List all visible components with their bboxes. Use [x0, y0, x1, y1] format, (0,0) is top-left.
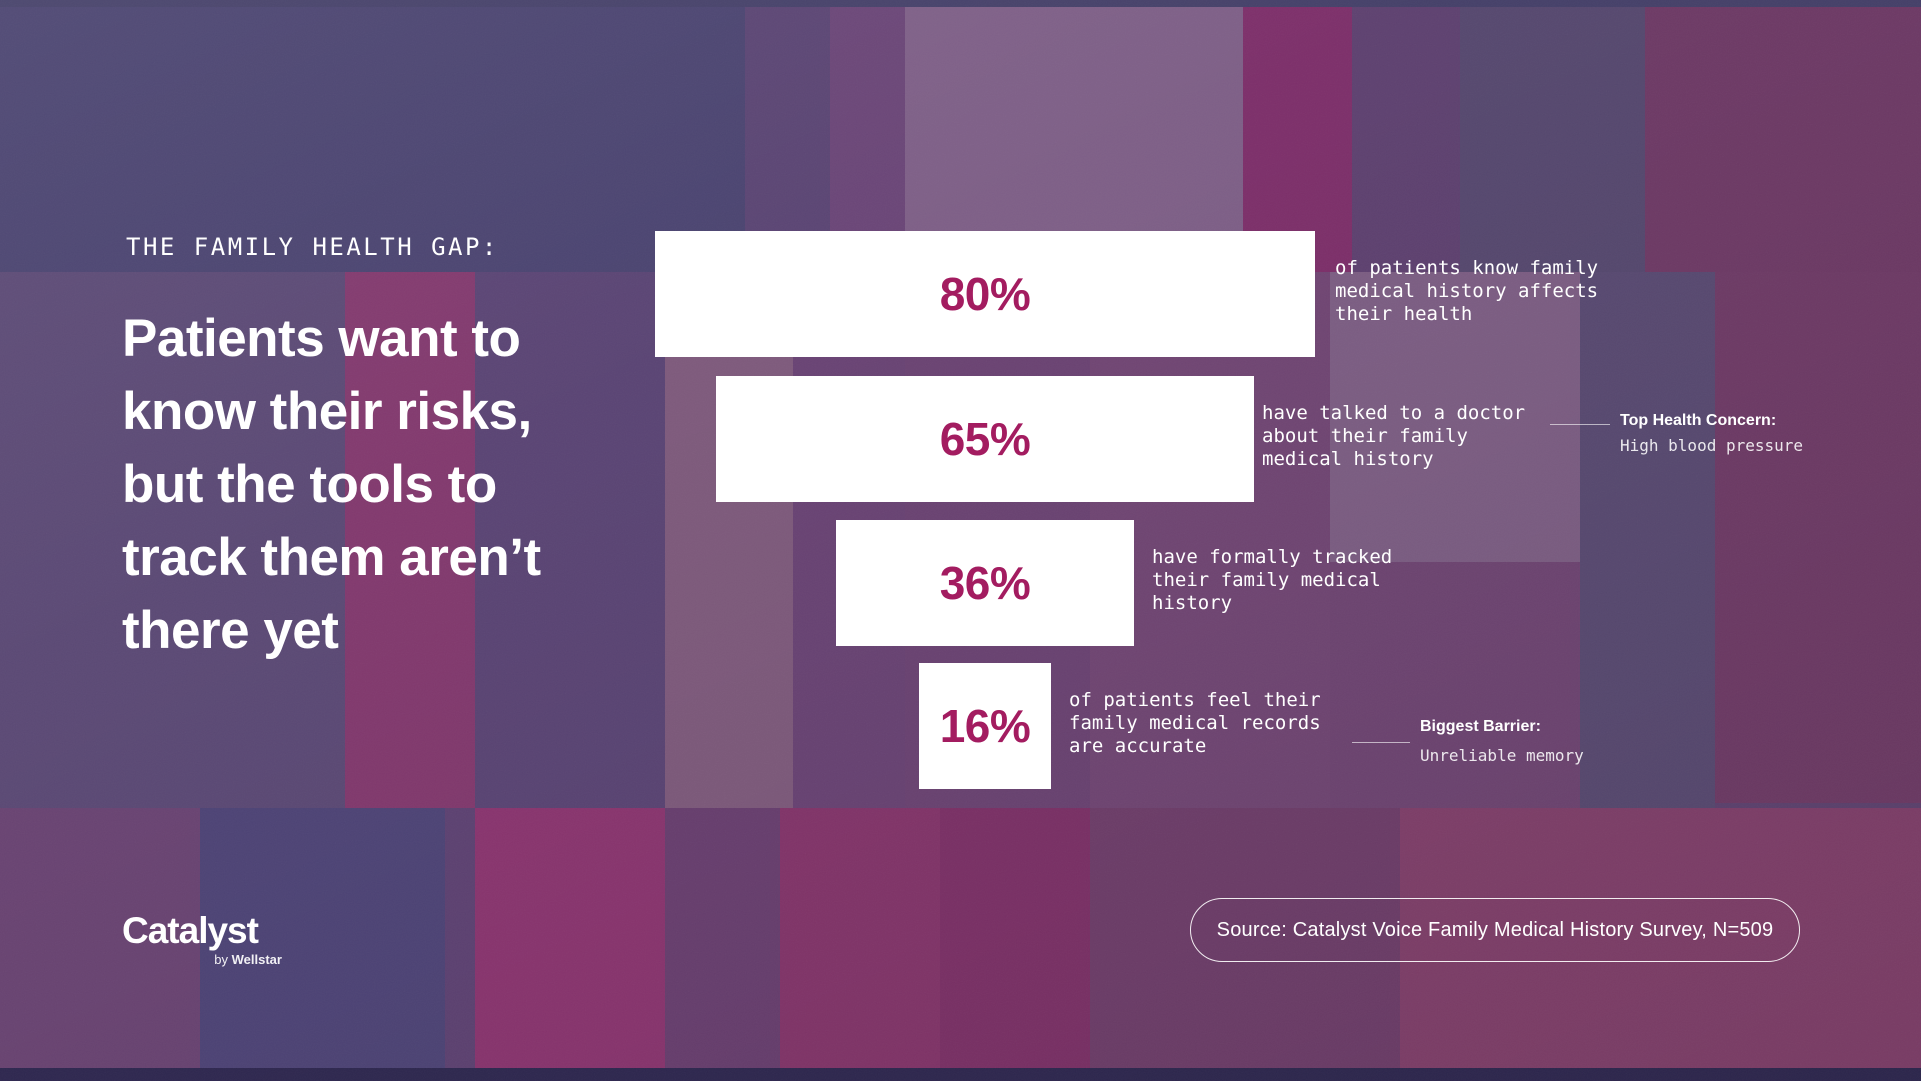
bar-value-label: 65% [939, 413, 1031, 465]
funnel-bar: 80% [655, 231, 1315, 357]
source-pill: Source: Catalyst Voice Family Medical Hi… [1190, 898, 1800, 962]
bar-description: of patients feel their family medical re… [1069, 689, 1321, 757]
annotation-title: Top Health Concern: [1620, 412, 1777, 429]
source-text: Source: Catalyst Voice Family Medical Hi… [1216, 918, 1774, 941]
annotation-title: Biggest Barrier: [1420, 718, 1541, 735]
logo-byline: by Wellstar [122, 952, 282, 967]
annotation-value: High blood pressure [1620, 436, 1804, 455]
annotation-connector-line [1550, 424, 1610, 425]
bar-value-label: 36% [939, 557, 1031, 609]
catalyst-logo: Catalyst by Wellstar [122, 910, 282, 967]
annotation-value: Unreliable memory [1420, 746, 1584, 765]
funnel-bar: 16% [919, 663, 1051, 789]
bar-value-label: 80% [939, 268, 1031, 320]
funnel-bar: 65% [716, 376, 1254, 502]
logo-byline-brand: Wellstar [231, 952, 282, 967]
logo-brand: Catalyst [122, 910, 259, 951]
bar-description: have talked to a doctor about their fami… [1262, 402, 1526, 470]
annotation-connector-line [1352, 742, 1410, 743]
bar-description: have formally tracked their family medic… [1152, 546, 1393, 614]
bar-description: of patients know family medical history … [1335, 257, 1599, 325]
funnel-bar: 36% [836, 520, 1134, 646]
logo-byline-prefix: by [214, 952, 228, 967]
bar-value-label: 16% [939, 700, 1031, 752]
